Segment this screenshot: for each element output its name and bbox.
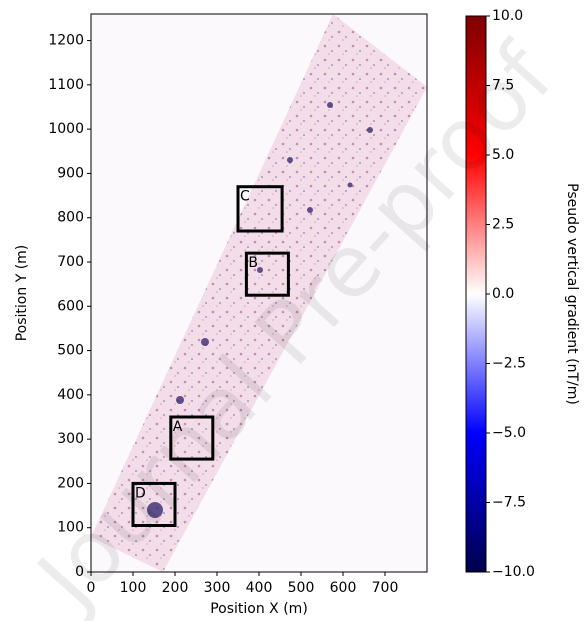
survey-strip <box>91 14 427 572</box>
x-tick-label: 600 <box>330 580 357 596</box>
y-axis-label: Position Y (m) <box>14 245 30 342</box>
y-tick-label: 0 <box>75 564 84 580</box>
colorbar-tick-label: 7.5 <box>492 78 514 94</box>
annotation-box <box>244 251 290 297</box>
annotation-box <box>169 415 215 461</box>
y-tick-label: 200 <box>57 475 84 491</box>
y-tick-label: 800 <box>57 210 84 226</box>
box-label: D <box>135 485 146 501</box>
colorbar-tick-label: −2.5 <box>492 356 526 372</box>
y-tick-label: 300 <box>57 431 84 447</box>
y-tick-label: 600 <box>57 298 84 314</box>
y-tick-label: 500 <box>57 343 84 359</box>
colorbar-tick-label: 10.0 <box>492 8 523 24</box>
box-label: B <box>248 255 258 271</box>
y-tick-label: 400 <box>57 387 84 403</box>
annotation-box <box>131 481 177 527</box>
annotation-box <box>236 185 284 233</box>
x-tick-label: 300 <box>204 580 231 596</box>
x-tick-label: 100 <box>120 580 147 596</box>
y-tick-label: 700 <box>57 254 84 270</box>
plot: C B A D <box>131 185 290 527</box>
colorbar-tick-label: 5.0 <box>492 147 514 163</box>
y-tick-label: 1100 <box>48 77 84 93</box>
y-tick-label: 100 <box>57 520 84 536</box>
box-label: A <box>173 419 183 435</box>
colorbar-label: Pseudo vertical gradient (nT/m) <box>564 183 580 405</box>
x-tick-label: 200 <box>162 580 189 596</box>
x-tick-label: 700 <box>372 580 399 596</box>
x-tick-label: 0 <box>87 580 96 596</box>
colorbar-tick-label: −10.0 <box>492 564 535 580</box>
colorbar-tick-label: 2.5 <box>492 217 514 233</box>
anomalies <box>147 102 373 518</box>
x-axis-label: Position X (m) <box>210 601 308 617</box>
y-tick-label: 1000 <box>48 121 84 137</box>
colorbar-tick-label: −7.5 <box>492 495 526 511</box>
y-tick-label: 900 <box>57 165 84 181</box>
x-tick-label: 400 <box>246 580 273 596</box>
colorbar-tick-label: 0.0 <box>492 286 514 302</box>
box-label: C <box>240 189 250 205</box>
y-tick-label: 1200 <box>48 33 84 49</box>
colorbar-tick-label: −5.0 <box>492 425 526 441</box>
x-tick-label: 500 <box>288 580 315 596</box>
